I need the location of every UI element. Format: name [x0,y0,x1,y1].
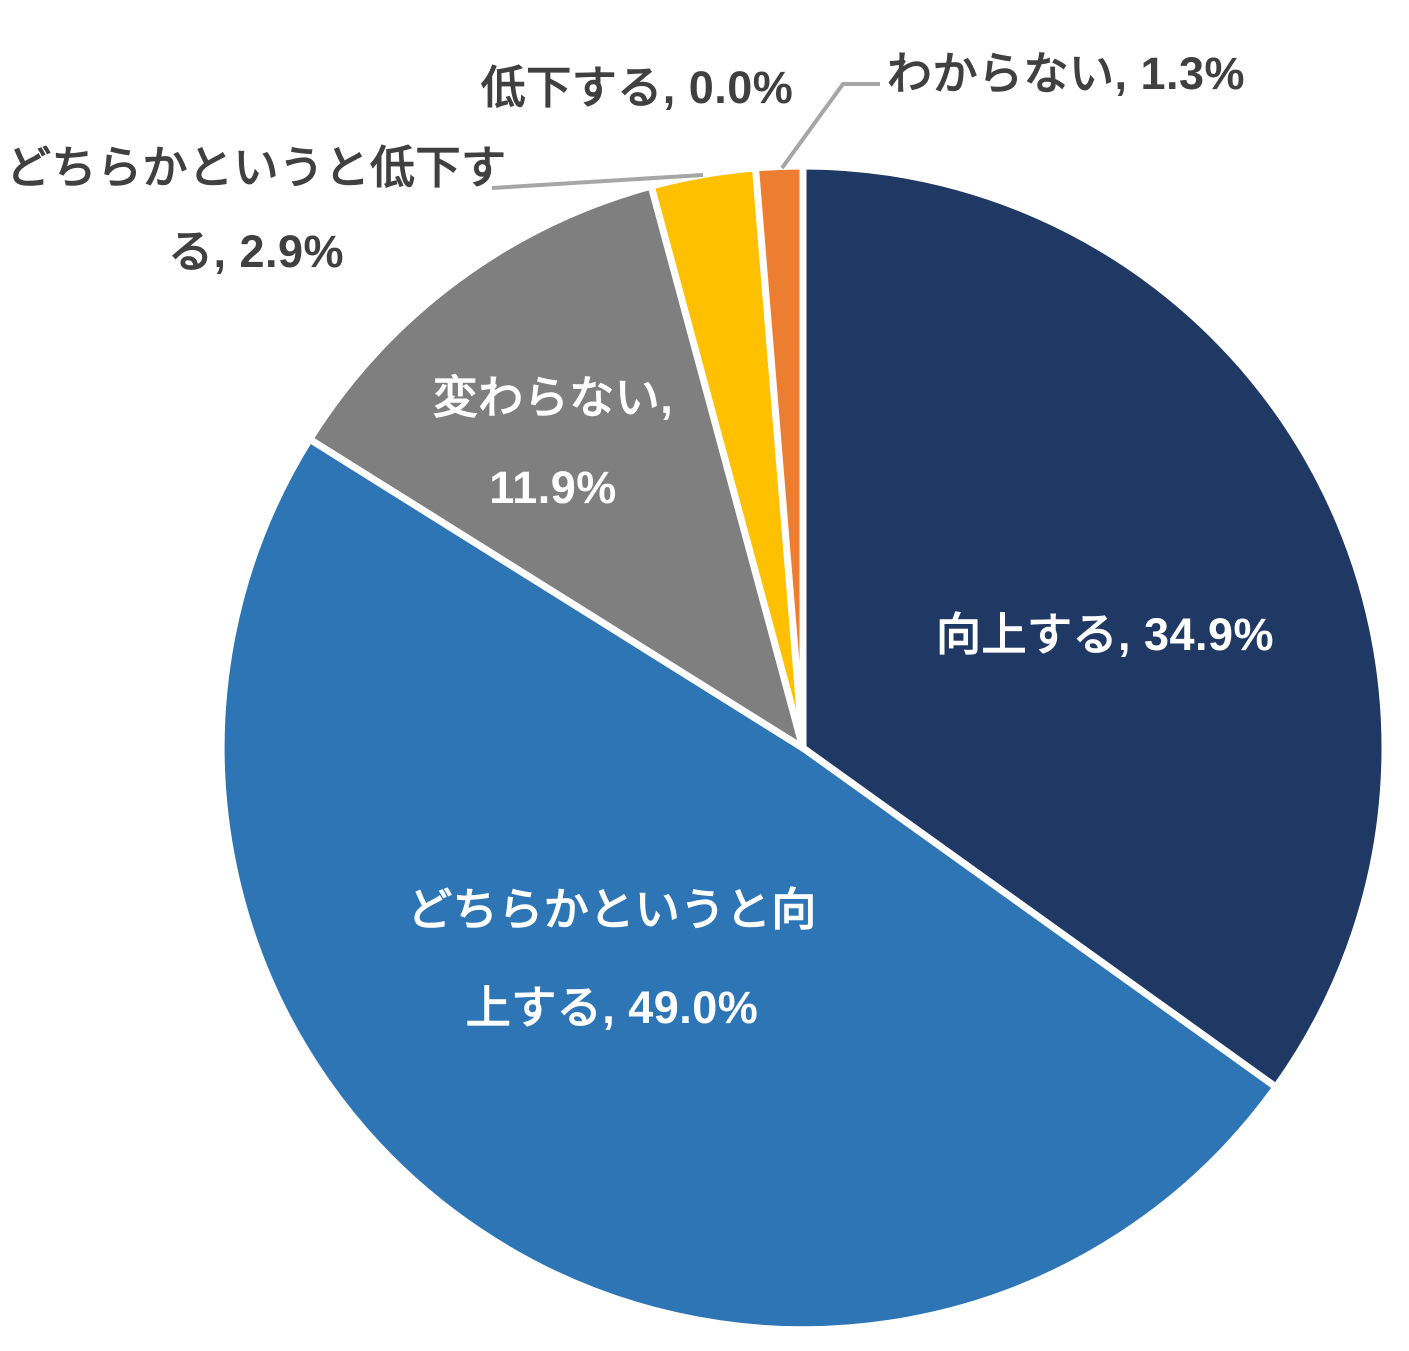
slice-label-wakaranai: わからない, 1.3% [816,46,1316,102]
slice-label-text: どちらかというと向 [407,884,817,935]
slice-label-teika: 低下する, 0.0% [387,60,887,116]
pie-slice-kawaranai [306,182,807,752]
pie-slices-group [217,162,1389,1334]
slice-label-text: どちらかというと低下す [6,142,507,193]
slice-label-text: 変わらない, [432,372,674,423]
slice-label-kawaranai: 変わらない, 11.9% [303,353,803,533]
leader-line-wakaranai [780,82,880,170]
pie-slice-koujou [799,162,1389,1091]
slice-label-text: 向上する, 34.9% [935,609,1275,660]
pie-slice-dochira-koujou [217,435,1280,1334]
slice-label-koujou: 向上する, 34.9% [855,605,1355,665]
slice-label-text: る, 2.9% [167,226,345,277]
slice-label-text: 低下する, 0.0% [480,62,794,113]
leader-line-dochira-teika [491,173,704,190]
pie-slice-wakaranai [752,162,807,752]
slice-label-dochira-koujou: どちらかというと向 上する, 49.0% [362,861,862,1057]
slice-label-dochira-teika: どちらかというと低下す る, 2.9% [6,126,506,294]
slice-label-text: わからない, 1.3% [886,48,1246,99]
slice-label-text: 上する, 49.0% [465,982,759,1033]
slice-label-text: 11.9% [489,462,617,513]
